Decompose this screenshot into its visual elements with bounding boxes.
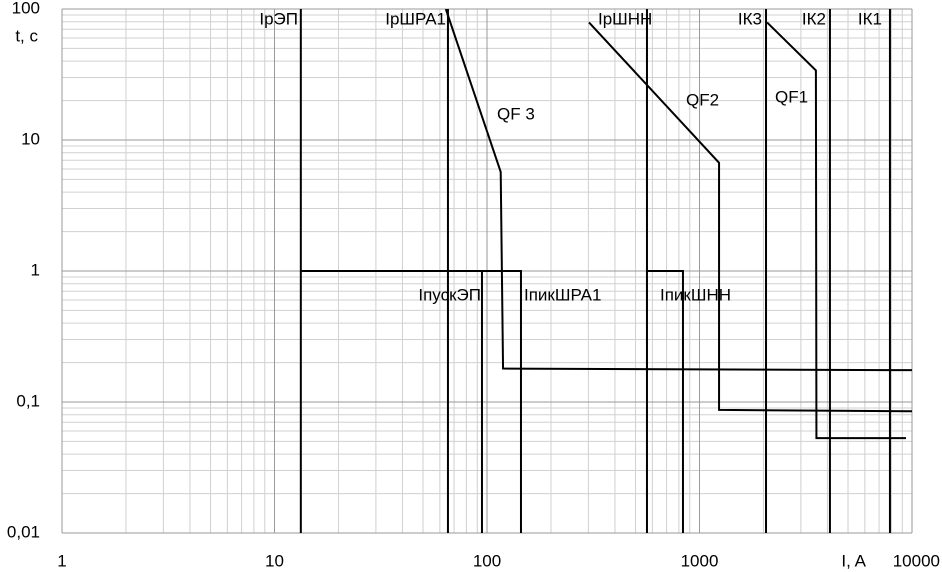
series-label: IпикШРА1: [524, 285, 601, 304]
series-label: IрШНН: [598, 9, 652, 28]
y-tick-label: 0,01: [7, 522, 40, 541]
series-line: [444, 9, 912, 372]
y-axis-label: t, c: [15, 26, 38, 45]
series-line: [766, 21, 906, 440]
series-label: IпикШНН: [660, 285, 731, 304]
y-tick-label: 0,1: [16, 391, 40, 410]
series-label: IК1: [858, 9, 882, 28]
plot-area: [299, 9, 912, 533]
y-tick-label: 100: [12, 0, 40, 17]
series-label: IК2: [802, 9, 826, 28]
x-tick-label: 10000: [893, 551, 940, 570]
x-tick-label: 1: [57, 551, 66, 570]
y-tick-label: 10: [21, 129, 40, 148]
series-line: [646, 270, 684, 533]
series-label: IК3: [738, 9, 762, 28]
series-label: QF2: [686, 90, 719, 109]
series-label: IрШРА1: [385, 9, 446, 28]
x-tick-label: 10: [265, 551, 284, 570]
series-label: IпускЭП: [418, 285, 481, 304]
series-line: [588, 21, 912, 413]
series-label: IрЭП: [259, 9, 298, 28]
x-axis-label: I, A: [841, 551, 866, 570]
series-label: QF 3: [497, 104, 535, 123]
series-label: QF1: [775, 87, 808, 106]
y-tick-label: 1: [31, 260, 40, 279]
x-tick-label: 1000: [681, 551, 719, 570]
x-tick-label: 100: [473, 551, 501, 570]
series-line: [300, 270, 522, 533]
